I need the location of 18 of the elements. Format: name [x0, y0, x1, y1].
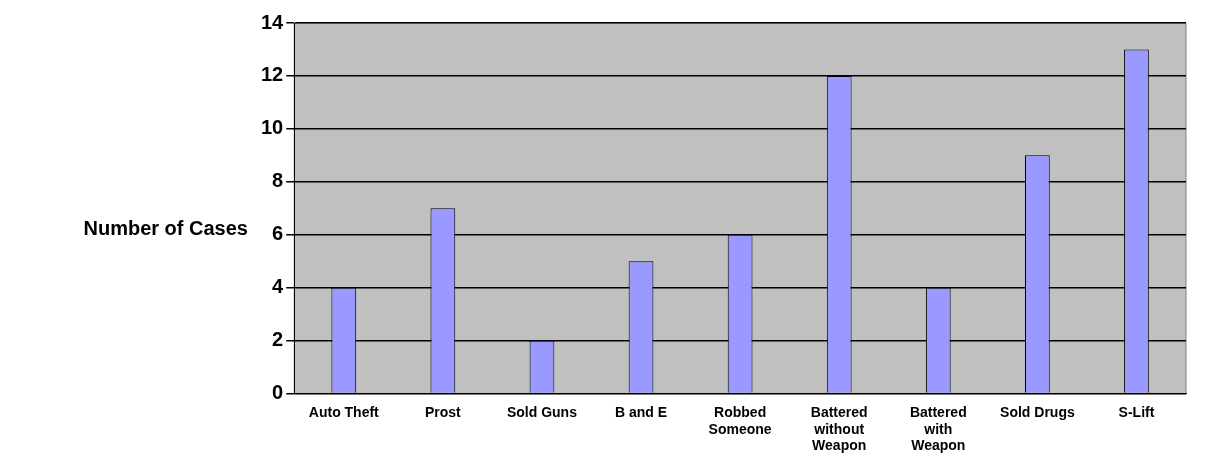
y-tick-label: 6 [272, 222, 284, 245]
y-tick-label: 12 [261, 63, 284, 86]
x-tick-label: B and E [614, 403, 668, 420]
y-tick-label: 14 [261, 10, 285, 33]
x-tick-label: Sold Drugs [1000, 403, 1075, 420]
x-tick-label: Auto Theft [308, 403, 380, 420]
x-tick-label: Battered with Weapon [909, 403, 967, 454]
x-tick-label: Battered without Weapon [810, 403, 868, 454]
y-tick-label: 2 [272, 328, 284, 351]
x-tick-label: Sold Guns [506, 403, 578, 420]
y-tick-label: 8 [272, 169, 284, 192]
x-tick-label: Robbed Someone [708, 403, 772, 437]
x-tick-label: S-Lift [1118, 403, 1155, 420]
y-axis-title: Number of Cases [82, 215, 249, 241]
y-tick-label: 10 [261, 116, 284, 139]
x-tick-label: Prost [424, 403, 462, 420]
y-tick-label: 0 [272, 381, 284, 404]
y-tick-label: 4 [272, 275, 285, 298]
